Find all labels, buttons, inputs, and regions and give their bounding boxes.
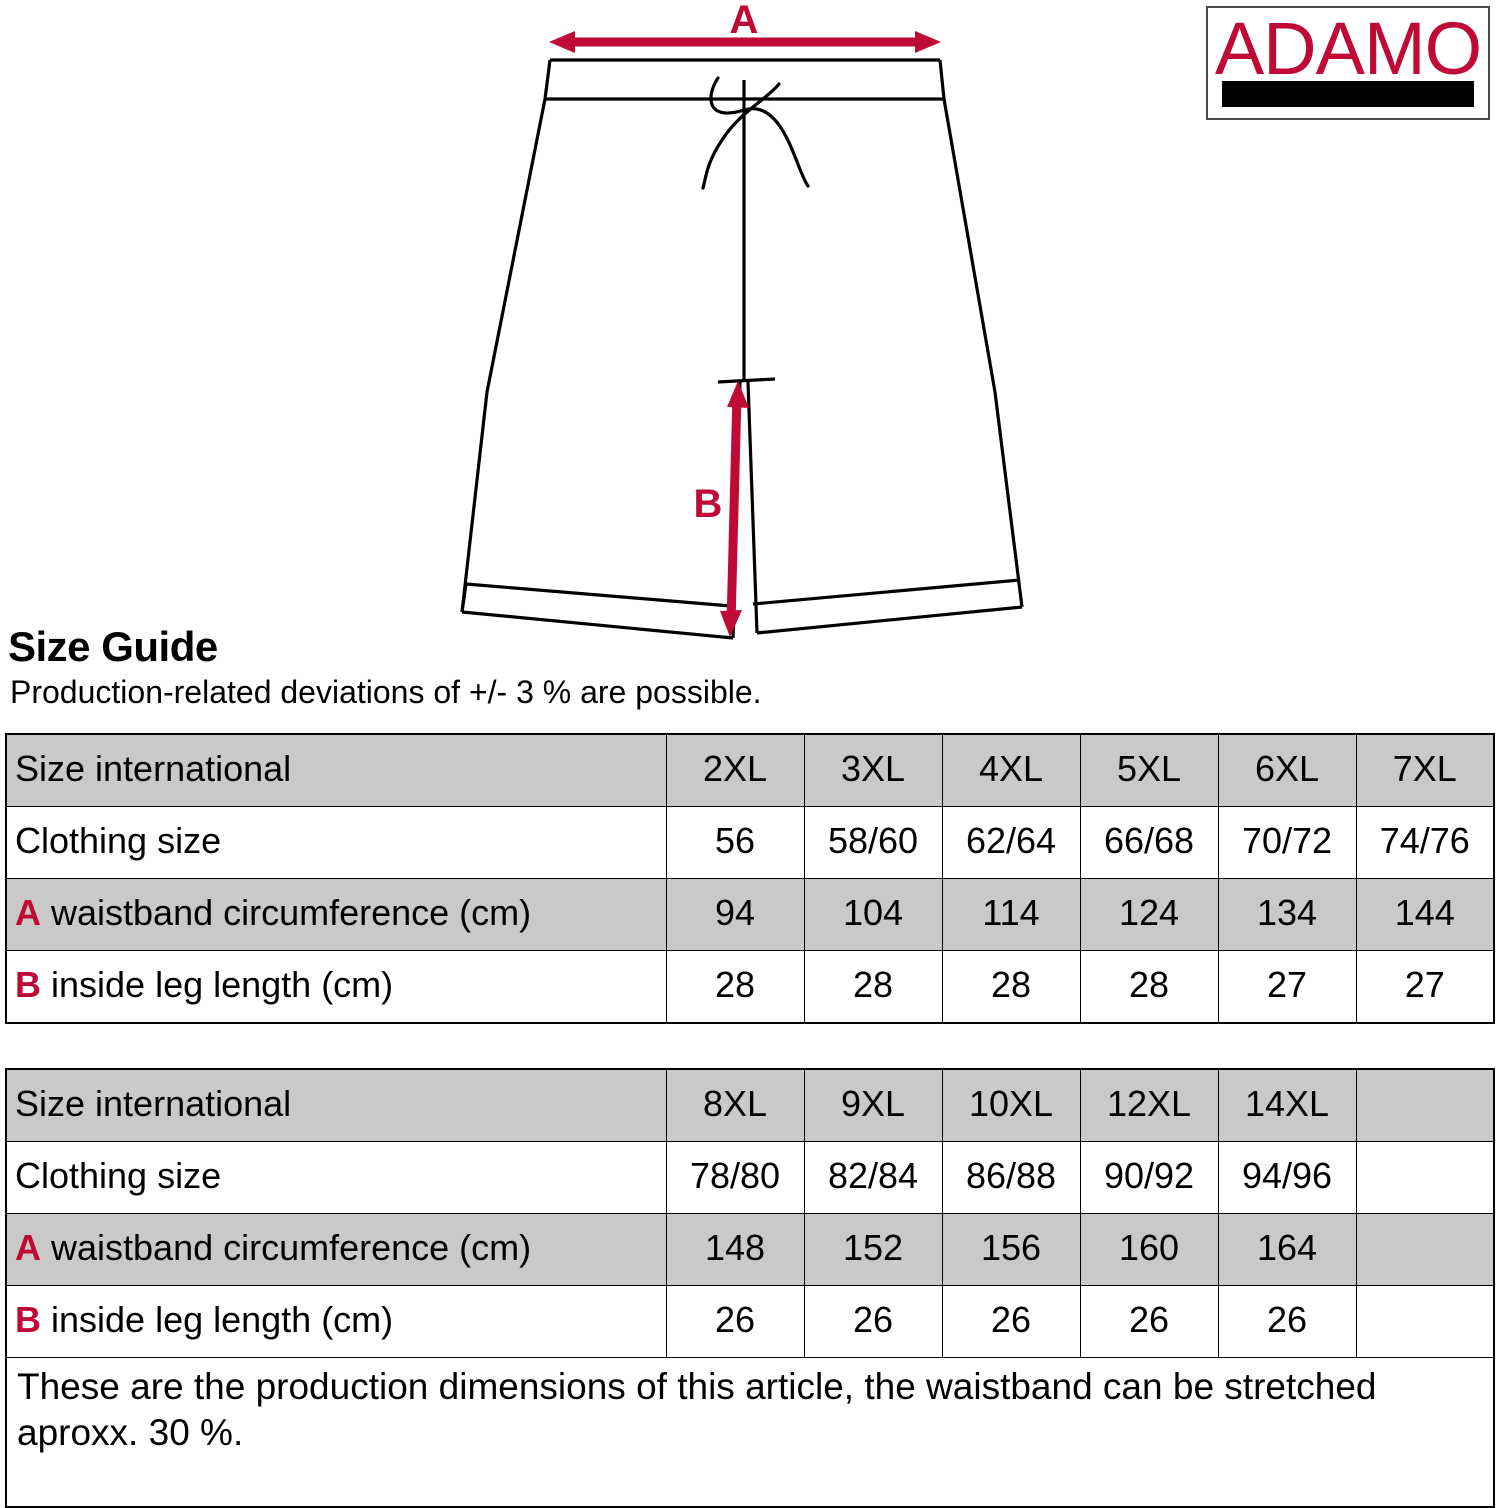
size-table-second: Size international 8XL 9XL 10XL 12XL 14X… [5, 1068, 1495, 1508]
table-cell-empty [1355, 1141, 1495, 1214]
table-cell: 3XL [803, 733, 943, 807]
table-cell: 26 [1079, 1285, 1219, 1358]
table-cell: 12XL [1079, 1068, 1219, 1142]
table-cell: 9XL [803, 1068, 943, 1142]
table-row: B inside leg length (cm) 28 28 28 28 27 … [6, 950, 1495, 1024]
row-marker: A [15, 1226, 41, 1268]
table-cell: 8XL [665, 1068, 805, 1142]
table-cell: 2XL [665, 733, 805, 807]
table-cell: 66/68 [1079, 806, 1219, 879]
table-cell: 27 [1217, 950, 1357, 1024]
row-label-text: Clothing size [15, 819, 222, 861]
table-cell: 10XL [941, 1068, 1081, 1142]
row-marker: B [15, 963, 41, 1005]
table-row: A waistband circumference (cm) 148 152 1… [6, 1213, 1495, 1286]
row-label-text: Size international [15, 747, 292, 789]
table-cell: 27 [1355, 950, 1495, 1024]
table-cell: 62/64 [941, 806, 1081, 879]
row-label-text: waistband circumference (cm) [41, 1226, 532, 1268]
table-cell: 28 [941, 950, 1081, 1024]
table-cell: 124 [1079, 878, 1219, 951]
table-cell: 70/72 [1217, 806, 1357, 879]
row-label-cell: A waistband circumference (cm) [6, 878, 667, 951]
table-cell: 156 [941, 1213, 1081, 1286]
table-cell: 134 [1217, 878, 1357, 951]
table-row: A waistband circumference (cm) 94 104 11… [6, 878, 1495, 951]
measure-a-label: A [729, 0, 759, 42]
table-cell: 82/84 [803, 1141, 943, 1214]
table-cell: 78/80 [665, 1141, 805, 1214]
table-cell: 152 [803, 1213, 943, 1286]
table-row: Clothing size 56 58/60 62/64 66/68 70/72… [6, 806, 1495, 879]
row-label-cell: Size international [6, 1068, 667, 1142]
table-cell: 144 [1355, 878, 1495, 951]
page-subtitle: Production-related deviations of +/- 3 %… [10, 674, 762, 710]
row-label-cell: B inside leg length (cm) [6, 950, 667, 1024]
table-cell: 26 [665, 1285, 805, 1358]
adamo-logo-bar [1222, 81, 1474, 107]
adamo-logo: ADAMO [1206, 6, 1490, 120]
table-cell: 26 [803, 1285, 943, 1358]
table-cell: 6XL [1217, 733, 1357, 807]
row-label-cell: Clothing size [6, 806, 667, 879]
table-cell: 90/92 [1079, 1141, 1219, 1214]
measure-a-arrow [549, 31, 941, 53]
table-cell: 28 [665, 950, 805, 1024]
table-cell: 28 [803, 950, 943, 1024]
row-label-text: inside leg length (cm) [41, 1298, 394, 1340]
table-cell: 86/88 [941, 1141, 1081, 1214]
table-cell: 94 [665, 878, 805, 951]
table-cell: 104 [803, 878, 943, 951]
table-cell: 26 [941, 1285, 1081, 1358]
table-row: B inside leg length (cm) 26 26 26 26 26 [6, 1285, 1495, 1358]
production-dimensions-note: These are the production dimensions of t… [5, 1357, 1495, 1508]
measure-b-label: B [693, 482, 723, 526]
row-label-cell: Size international [6, 733, 667, 807]
table-cell: 4XL [941, 733, 1081, 807]
table-cell-empty [1355, 1285, 1495, 1358]
table-cell: 56 [665, 806, 805, 879]
table-cell: 14XL [1217, 1068, 1357, 1142]
row-label-cell: Clothing size [6, 1141, 667, 1214]
table-cell: 58/60 [803, 806, 943, 879]
table-cell: 5XL [1079, 733, 1219, 807]
row-marker: A [15, 891, 41, 933]
table-cell: 7XL [1355, 733, 1495, 807]
table-footnote-row: These are the production dimensions of t… [5, 1357, 1495, 1508]
row-marker: B [15, 1298, 41, 1340]
row-label-text: inside leg length (cm) [41, 963, 394, 1005]
measure-b-arrow [720, 381, 749, 637]
table-row: Size international 8XL 9XL 10XL 12XL 14X… [6, 1068, 1495, 1142]
row-label-cell: B inside leg length (cm) [6, 1285, 667, 1358]
table-cell: 28 [1079, 950, 1219, 1024]
table-cell-empty [1355, 1068, 1495, 1142]
table-cell: 94/96 [1217, 1141, 1357, 1214]
table-cell-empty [1355, 1213, 1495, 1286]
table-cell: 164 [1217, 1213, 1357, 1286]
adamo-logo-text: ADAMO [1214, 7, 1482, 90]
table-cell: 74/76 [1355, 806, 1495, 879]
table-cell: 26 [1217, 1285, 1357, 1358]
table-row: Size international 2XL 3XL 4XL 5XL 6XL 7… [6, 733, 1495, 807]
row-label-text: Clothing size [15, 1154, 222, 1196]
page-title: Size Guide [8, 623, 218, 670]
row-label-cell: A waistband circumference (cm) [6, 1213, 667, 1286]
table-cell: 114 [941, 878, 1081, 951]
shorts-illustration: A B [0, 0, 1200, 660]
table-row: Clothing size 78/80 82/84 86/88 90/92 94… [6, 1141, 1495, 1214]
table-cell: 148 [665, 1213, 805, 1286]
row-label-text: waistband circumference (cm) [41, 891, 532, 933]
table-cell: 160 [1079, 1213, 1219, 1286]
row-label-text: Size international [15, 1082, 292, 1124]
size-table-first: Size international 2XL 3XL 4XL 5XL 6XL 7… [5, 733, 1495, 1024]
